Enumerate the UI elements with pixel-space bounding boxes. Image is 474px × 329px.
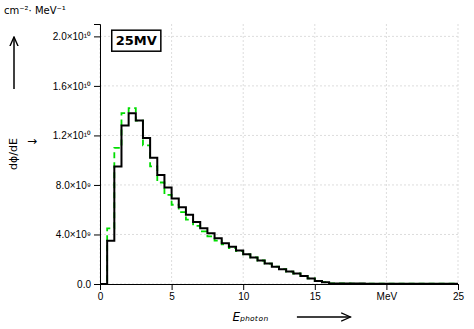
title-box: 25MV (112, 30, 161, 51)
x-tick-mark (243, 284, 244, 290)
y-tick-label: 1.6×10¹⁰ (53, 81, 91, 92)
y-tick-mark (94, 135, 100, 136)
x-tick-mark (386, 284, 387, 290)
x-tick-mark (315, 284, 316, 290)
plot-area: 0 5 10 15 MeV 25 0.0 4.0×10⁹ 8.0×10⁹ 1.2×10¹⁰ 1.6×… (53, 24, 465, 302)
title-frame (112, 30, 161, 51)
units-annotation: cm⁻²· MeV⁻¹ (4, 5, 66, 16)
y-tick-label: 1.2×10¹⁰ (53, 130, 91, 141)
chart: 0 5 10 15 MeV 25 0.0 4.0×10⁹ 8.0×10⁹ 1.2×10¹⁰ 1.6×… (0, 0, 474, 329)
x-tick: 15 (310, 284, 322, 302)
x-tick: 10 (238, 284, 250, 302)
y-tick: 4.0×10⁹ (56, 229, 100, 240)
y-tick: 0.0 (77, 279, 100, 290)
title: 25MV (116, 33, 157, 48)
x-tick: 0 (98, 284, 104, 302)
y-tick-label: 8.0×10⁹ (56, 180, 91, 191)
y-tick-label: 2.0×10¹⁰ (53, 31, 91, 42)
y-tick: 8.0×10⁹ (56, 180, 100, 191)
y-axis-line (94, 25, 101, 285)
series-line (100, 113, 458, 284)
grid-line-x (458, 24, 459, 284)
grid-line-x (243, 24, 244, 284)
y-tick-mark (94, 185, 100, 186)
x-tick-mark (172, 284, 173, 290)
y-axis: 0.0 4.0×10⁹ 8.0×10⁹ 1.2×10¹⁰ 1.6×10¹⁰ 2.0×10¹… (53, 25, 101, 290)
x-tick-label: 5 (169, 291, 175, 302)
y-tick: 2.0×10¹⁰ (53, 31, 100, 42)
y-tick-label: 0.0 (77, 279, 91, 290)
x-tick-label: 15 (310, 291, 322, 302)
grid-line-x (314, 24, 315, 284)
x-tick-label: 25 (453, 291, 465, 302)
y-tick-mark (94, 86, 100, 87)
x-tick: MeV (377, 284, 398, 302)
x-tick: 5 (169, 284, 175, 302)
grid-line-x (386, 24, 387, 284)
y-arrow (13, 37, 15, 89)
grid-line-y (100, 135, 458, 136)
x-axis-line (101, 285, 459, 291)
y-tick-mark (94, 284, 100, 285)
y-tick: 1.6×10¹⁰ (53, 81, 100, 92)
grid-line-y (100, 85, 458, 86)
y-axis-title: dϕ/dE (7, 138, 20, 170)
x-tick-mark (458, 284, 459, 290)
series-group (100, 108, 458, 284)
x-tick-label: MeV (377, 291, 398, 302)
series-line (100, 108, 458, 284)
y-tick-mark (94, 36, 100, 37)
y-tick: 1.2×10¹⁰ (53, 130, 100, 141)
y-tick-label: 4.0×10⁹ (56, 229, 91, 240)
x-axis-title: Eₚₕₒₜₒₙ (232, 310, 268, 324)
grid-line-y (100, 184, 458, 185)
grid-line-y (100, 234, 458, 235)
x-tick: 25 (453, 284, 465, 302)
x-tick-label: 0 (98, 291, 104, 302)
x-arrow (297, 316, 351, 318)
grid (100, 24, 458, 284)
grid-line-x (171, 24, 172, 284)
x-tick-label: 10 (238, 291, 250, 302)
x-axis: 0 5 10 15 MeV 25 (98, 284, 465, 302)
arrow-annotation: → (27, 134, 37, 148)
y-tick-mark (94, 234, 100, 235)
